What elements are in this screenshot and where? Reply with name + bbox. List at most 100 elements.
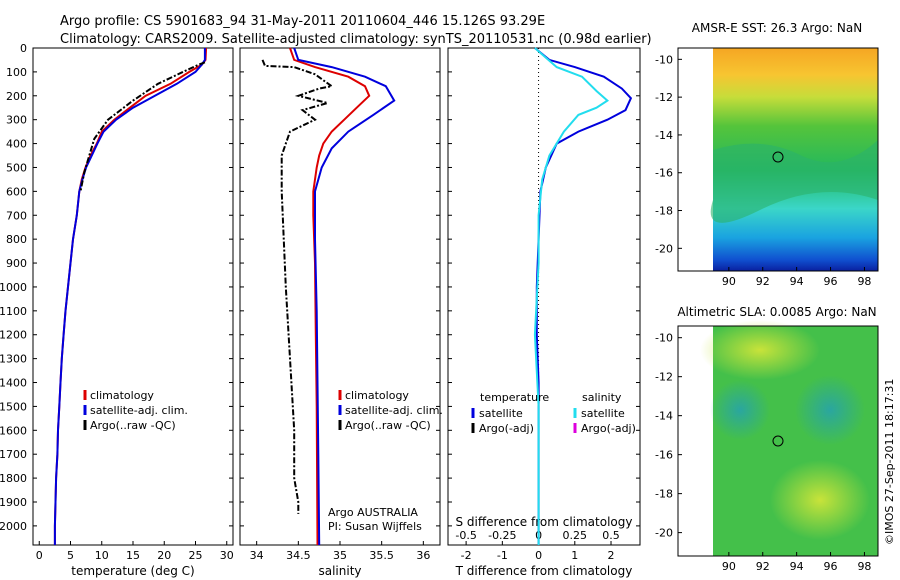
y-tick-label: 500 <box>6 161 27 174</box>
y-tick-label: 600 <box>6 185 27 198</box>
float-location-marker <box>772 151 784 163</box>
x-tick-label: 20 <box>157 549 171 562</box>
y-tick-label: 1000 <box>0 281 27 294</box>
series-line <box>79 61 206 192</box>
y-tick-label: 1100 <box>0 305 27 318</box>
map-y-tick-label: -12 <box>655 371 673 384</box>
sst-map-title: AMSR-E SST: 26.3 Argo: NaN <box>692 21 862 35</box>
y-tick-label: 400 <box>6 138 27 151</box>
map-x-tick-label: 90 <box>722 560 736 573</box>
sst-map: 90 92 94 96 98 -10 -12 -14 -16 -18 -20 <box>655 47 879 288</box>
map-x-tick-label: 92 <box>756 560 770 573</box>
x-tick-label: 5 <box>67 549 74 562</box>
s-tick-label: -0.25 <box>488 529 516 542</box>
map-x-tick-label: 90 <box>722 275 736 288</box>
y-tick-label: 900 <box>6 257 27 270</box>
data-source: Argo AUSTRALIA <box>328 506 418 519</box>
sla-map: 90 92 94 96 98 -10 -12 -14 -16 -18 -20 <box>655 320 879 573</box>
plot-frame <box>447 47 641 546</box>
legend-label: satellite <box>581 407 625 420</box>
y-tick-label: 1400 <box>0 377 27 390</box>
map-x-tick-label: 96 <box>824 275 838 288</box>
map-y-tick-label: -10 <box>655 332 673 345</box>
sla-low-blob <box>795 375 865 445</box>
salinity-panel: 34 34.5 35 35.5 36 salinity climatology satelli… <box>239 47 443 578</box>
x-tick-label: 2 <box>608 549 615 562</box>
legend-header-salinity: salinity <box>582 391 622 404</box>
x-tick-label: 34.5 <box>286 549 311 562</box>
y-tick-label: 100 <box>6 66 27 79</box>
series-line <box>261 59 335 514</box>
map-y-tick-label: -20 <box>655 242 673 255</box>
title-line-1: Argo profile: CS 5901683_94 31-May-2011 … <box>60 14 545 29</box>
x-tick-label: 35.5 <box>369 549 394 562</box>
y-tick-label: 1500 <box>0 400 27 413</box>
map-y-tick-label: -14 <box>655 129 673 142</box>
x-tick-label: 10 <box>95 549 109 562</box>
legend-label: Argo(-adj) <box>479 422 534 435</box>
map-y-tick-label: -16 <box>655 449 673 462</box>
x-tick-label: 0 <box>535 549 542 562</box>
x-tick-label: 1 <box>571 549 578 562</box>
legend-header-temperature: temperature <box>480 391 549 404</box>
map-y-tick-label: -20 <box>655 527 673 540</box>
map-y-tick-label: -18 <box>655 488 673 501</box>
map-y-tick-label: -10 <box>655 53 673 66</box>
sla-map-frame <box>677 325 879 557</box>
plot-frame <box>239 47 441 546</box>
y-tick-label: 1200 <box>0 329 27 342</box>
s-tick-label: -0.5 <box>455 529 476 542</box>
map-x-tick-label: 98 <box>857 275 871 288</box>
map-x-tick-label: 94 <box>790 275 804 288</box>
y-tick-label: 0 <box>20 42 27 55</box>
s-axis-label: S difference from climatology <box>456 515 633 529</box>
map-y-tick-label: -12 <box>655 91 673 104</box>
s-tick-label: 0.25 <box>563 529 588 542</box>
map-x-tick-label: 96 <box>824 560 838 573</box>
sla-high-blob-2 <box>770 460 870 540</box>
map-y-tick-label: -16 <box>655 167 673 180</box>
principal-investigator: PI: Susan Wijffels <box>328 520 422 533</box>
x-tick-label: 30 <box>220 549 234 562</box>
y-tick-label: 300 <box>6 114 27 127</box>
y-tick-label: 1600 <box>0 424 27 437</box>
map-y-tick-label: -18 <box>655 205 673 218</box>
temperature-panel: 0 5 10 15 20 25 30 temperature (deg C) 0 100 200 30… <box>0 42 234 578</box>
map-y-tick-label: -14 <box>655 410 673 423</box>
x-tick-label: 36 <box>416 549 430 562</box>
sst-map-frame <box>677 47 879 272</box>
sst-patch <box>710 140 878 223</box>
legend-label: Argo(-adj) <box>581 422 636 435</box>
title-line-2: Climatology: CARS2009. Satellite-adjuste… <box>60 32 652 47</box>
x-tick-label: -1 <box>497 549 508 562</box>
x-axis-label: temperature (deg C) <box>71 564 194 578</box>
sla-low-blob-2 <box>710 380 770 440</box>
s-tick-label: 0.5 <box>602 529 620 542</box>
legend-label: satellite-adj. clim. <box>345 404 443 417</box>
legend-label: climatology <box>90 389 154 402</box>
y-tick-label: 700 <box>6 209 27 222</box>
y-tick-label: 2000 <box>0 520 27 533</box>
x-tick-label: 34 <box>250 549 264 562</box>
legend-label: climatology <box>345 389 409 402</box>
legend-label: satellite <box>479 407 523 420</box>
x-tick-label: 15 <box>126 549 140 562</box>
map-x-tick-label: 98 <box>857 560 871 573</box>
sla-map-title: Altimetric SLA: 0.0085 Argo: NaN <box>677 305 876 319</box>
x-tick-label: -2 <box>461 549 472 562</box>
series-line <box>533 47 610 545</box>
y-tick-label: 1900 <box>0 496 27 509</box>
y-tick-label: 1800 <box>0 472 27 485</box>
plot-frame <box>32 47 234 546</box>
x-tick-label: 35 <box>333 549 347 562</box>
series-line <box>293 47 396 546</box>
sla-high-blob <box>700 320 820 380</box>
difference-panel: -2 -1 0 1 2-0.5 -0.25 0 0.25 0.5S difference fro… <box>447 47 641 578</box>
legend-label: satellite-adj. clim. <box>90 404 188 417</box>
map-x-tick-label: 92 <box>756 275 770 288</box>
series-line <box>53 48 206 545</box>
legend-label: Argo(..raw -QC) <box>345 419 431 432</box>
x-tick-label: 25 <box>189 549 203 562</box>
copyright-footer: ©IMOS 27-Sep-2011 18:17:31 <box>883 379 896 545</box>
